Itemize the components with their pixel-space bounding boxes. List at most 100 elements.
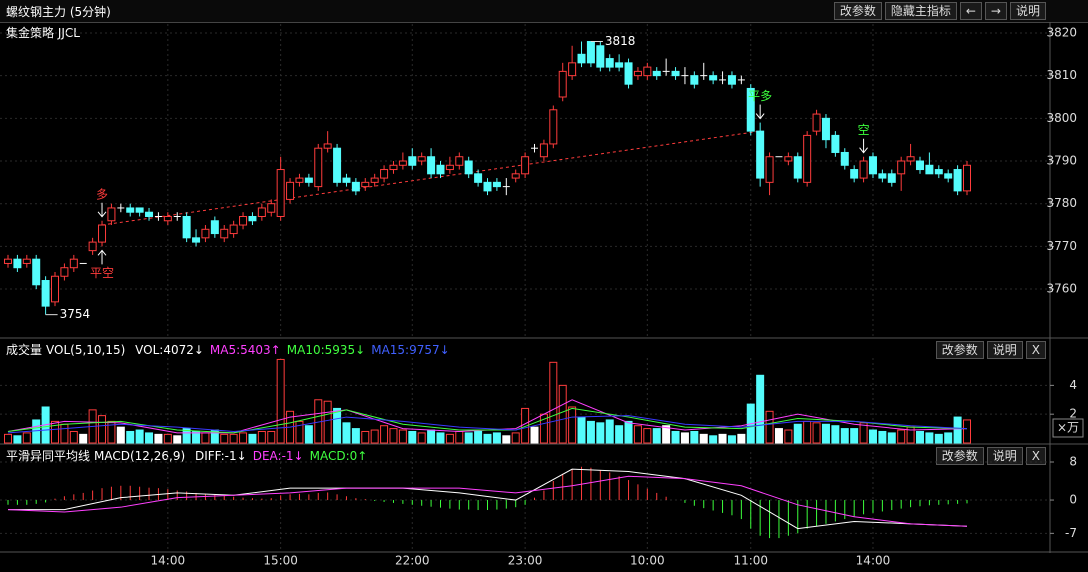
extreme-label: 3754 — [60, 307, 91, 321]
candle-body — [850, 169, 859, 179]
candle-body — [605, 58, 614, 68]
candle-body — [22, 258, 31, 264]
y-tick-label: 3780 — [1046, 196, 1077, 210]
volume-bar — [511, 432, 520, 444]
button[interactable]: 改参数 — [833, 2, 882, 20]
volume-bar — [953, 416, 962, 444]
button[interactable]: 隐藏主指标 — [884, 2, 957, 20]
volume-bar — [793, 423, 802, 444]
candle-body — [558, 70, 567, 98]
volume-bar — [220, 433, 229, 444]
volume-bar — [126, 430, 135, 444]
candle-body — [417, 156, 426, 162]
candle-body — [831, 134, 840, 153]
signal-label: 空 — [858, 123, 870, 137]
unit-label: ×万 — [1057, 421, 1079, 435]
signal-arrowhead — [97, 211, 107, 218]
volume-bar — [201, 432, 210, 444]
readout: MA10:5935↓ — [286, 343, 366, 357]
candle-body — [652, 70, 661, 77]
candle-body — [304, 177, 313, 183]
volume-bar — [831, 425, 840, 444]
button[interactable]: 说明 — [986, 341, 1023, 359]
button[interactable]: 改参数 — [935, 341, 984, 359]
volume-bar — [784, 429, 793, 444]
candle-body — [586, 40, 595, 64]
readout: MACD:0↑ — [309, 449, 368, 463]
candle-body — [201, 228, 210, 239]
volume-bar — [915, 430, 924, 444]
volume-toolbar: 改参数 说明 X — [935, 341, 1046, 359]
volume-bar — [276, 358, 285, 444]
candle-body — [239, 215, 248, 226]
indicator: VOL(5,10,15) — [46, 343, 126, 357]
button[interactable]: ← — [959, 2, 982, 20]
button[interactable]: → — [984, 2, 1007, 20]
volume-bar — [408, 430, 417, 444]
volume-bar — [173, 435, 182, 444]
volume-bar — [389, 428, 398, 444]
volume-header: 成交量 VOL(5,10,15) VOL:4072↓ MA5:5403↑ MA10:5… — [6, 341, 456, 358]
volume-bar — [464, 432, 473, 444]
volume-bar — [624, 420, 633, 444]
y-tick-label: 0 — [1069, 493, 1077, 507]
panel-title: 平滑异同平均线 — [6, 449, 91, 463]
candle-body — [624, 62, 633, 85]
candle-body — [492, 181, 501, 188]
volume-bar — [812, 422, 821, 444]
volume-bar — [380, 425, 389, 444]
candle-body — [182, 215, 191, 239]
volume-bar — [333, 407, 342, 444]
line — [8, 468, 968, 530]
candle-body — [135, 207, 144, 213]
readout: MA5:5403↑ — [209, 343, 281, 357]
volume-bar — [239, 432, 248, 444]
candle-body — [32, 258, 41, 286]
volume-bar — [680, 432, 689, 444]
x-tick-label: 14:00 — [151, 554, 186, 568]
candle-body — [41, 280, 50, 307]
volume-bar — [474, 430, 483, 444]
button[interactable]: X — [1025, 341, 1046, 359]
x-tick-label: 23:00 — [508, 554, 543, 568]
readout: VOL:4072↓ — [135, 343, 204, 357]
volume-bar — [229, 433, 238, 444]
candle-body — [380, 169, 389, 179]
candle-body — [643, 66, 652, 77]
toolbar: 改参数 隐藏主指标 ← → 说明 — [833, 2, 1046, 20]
button[interactable]: 说明 — [986, 447, 1023, 465]
candle-body — [286, 181, 295, 200]
y-tick-label: 2 — [1069, 407, 1077, 421]
candle-body — [464, 160, 473, 175]
button[interactable]: 说明 — [1009, 2, 1046, 20]
candle-body — [60, 267, 69, 277]
volume-bar — [445, 433, 454, 444]
candle-body — [276, 169, 285, 217]
y-tick-label: 8 — [1069, 454, 1077, 468]
volume-bar — [934, 433, 943, 444]
candle-body — [323, 143, 332, 149]
candle-body — [474, 173, 483, 183]
extreme-label: 3818 — [605, 34, 636, 48]
volume-bar — [568, 406, 577, 444]
macd-header: 平滑异同平均线 MACD(12,26,9) DIFF:-1↓ DEA:-1↓ MACD… — [6, 447, 373, 464]
volume-bar — [116, 426, 125, 444]
volume-bar — [577, 416, 586, 444]
volume-bar — [803, 420, 812, 444]
button[interactable]: X — [1025, 447, 1046, 465]
candle-body — [539, 143, 548, 158]
candle-body — [746, 87, 755, 132]
volume-bar — [897, 429, 906, 444]
candle-body — [126, 207, 135, 213]
volume-bar — [135, 429, 144, 444]
volume-bar — [351, 428, 360, 444]
button[interactable]: 改参数 — [935, 447, 984, 465]
signal-label: 平多 — [748, 89, 772, 103]
candle-body — [934, 169, 943, 175]
candle-body — [897, 160, 906, 175]
volume-bar — [643, 428, 652, 444]
volume-bar — [690, 430, 699, 444]
candle-body — [370, 177, 379, 183]
candle-body — [709, 75, 718, 81]
